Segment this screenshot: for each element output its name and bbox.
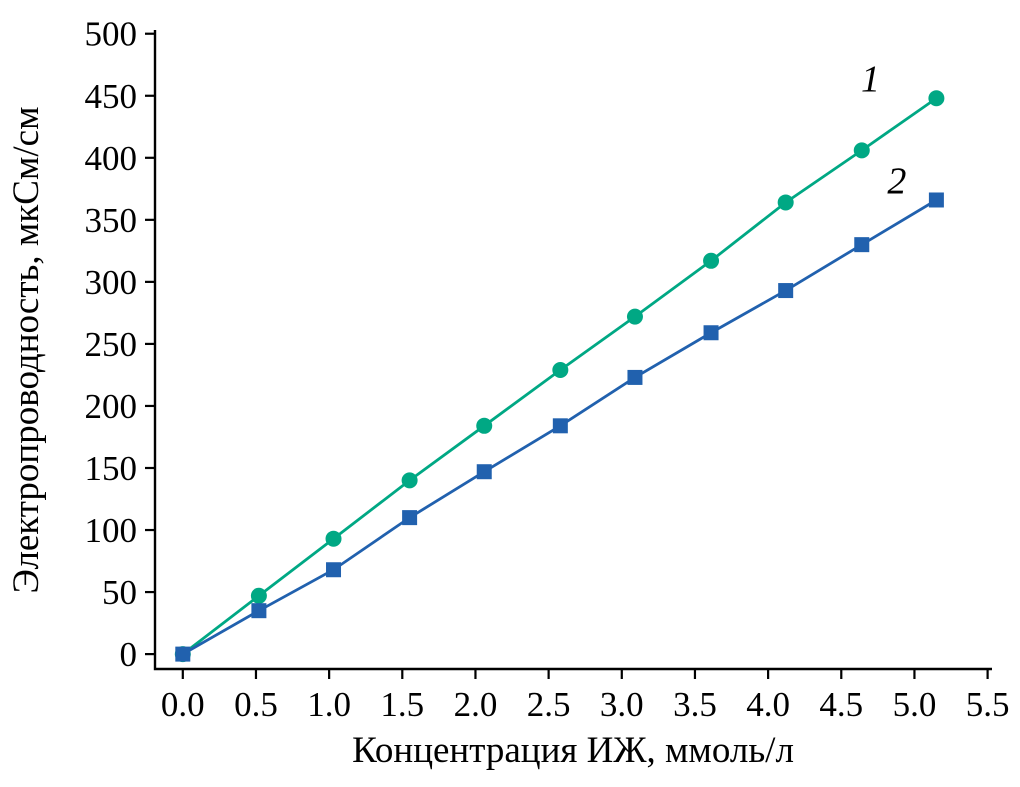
series-1-point	[626, 308, 643, 325]
x-tick-label: 0.5	[234, 685, 278, 724]
y-tick-label: 500	[85, 15, 138, 54]
y-tick-label: 350	[85, 201, 138, 240]
x-tick-label: 2.5	[527, 685, 571, 724]
series-2-point	[928, 192, 944, 208]
series-2-point	[326, 562, 342, 578]
x-tick-label: 1.0	[307, 685, 351, 724]
series-1-point	[703, 252, 720, 269]
x-axis-title: Концентрация ИЖ, ммоль/л	[352, 730, 794, 771]
series-2-point	[703, 325, 719, 341]
y-tick-label: 200	[85, 387, 138, 426]
series-1-point	[325, 530, 342, 547]
y-tick-label: 150	[85, 449, 138, 488]
series-2-point	[552, 418, 568, 434]
series-label-2: 2	[887, 160, 906, 202]
series-2-point	[627, 369, 643, 385]
x-tick-label: 2.0	[454, 685, 498, 724]
x-tick-label: 0.0	[161, 685, 205, 724]
series-1-point	[552, 361, 569, 378]
y-tick-label: 400	[85, 139, 138, 178]
x-tick-label: 3.0	[600, 685, 644, 724]
series-2-point	[251, 603, 267, 619]
series-1-point	[928, 90, 945, 107]
series-2-point	[175, 646, 191, 662]
y-tick-label: 50	[102, 573, 137, 612]
series-2-point	[476, 464, 492, 480]
y-tick-label: 450	[85, 77, 138, 116]
series-1-point	[250, 587, 267, 604]
x-tick-label: 5.0	[893, 685, 937, 724]
y-tick-label: 100	[85, 511, 138, 550]
x-tick-label: 4.5	[819, 685, 863, 724]
axis-spine	[153, 30, 992, 671]
x-tick-label: 4.0	[746, 685, 790, 724]
series-1-point	[777, 194, 794, 211]
series-1-point	[853, 142, 870, 159]
series-1-point	[401, 472, 418, 489]
series-1-point	[476, 417, 493, 434]
x-tick-label: 1.5	[380, 685, 424, 724]
x-tick-label: 5.5	[966, 685, 1010, 724]
y-tick-label: 300	[85, 263, 138, 302]
y-tick-label: 250	[85, 325, 138, 364]
x-tick-label: 3.5	[673, 685, 717, 724]
y-axis-title: Электропроводность, мкСм/см	[6, 107, 47, 594]
series-2-point	[854, 237, 870, 253]
series-2-point	[402, 510, 418, 526]
series-label-1: 1	[861, 59, 880, 101]
series-2-point	[778, 283, 794, 299]
y-tick-label: 0	[120, 635, 138, 674]
